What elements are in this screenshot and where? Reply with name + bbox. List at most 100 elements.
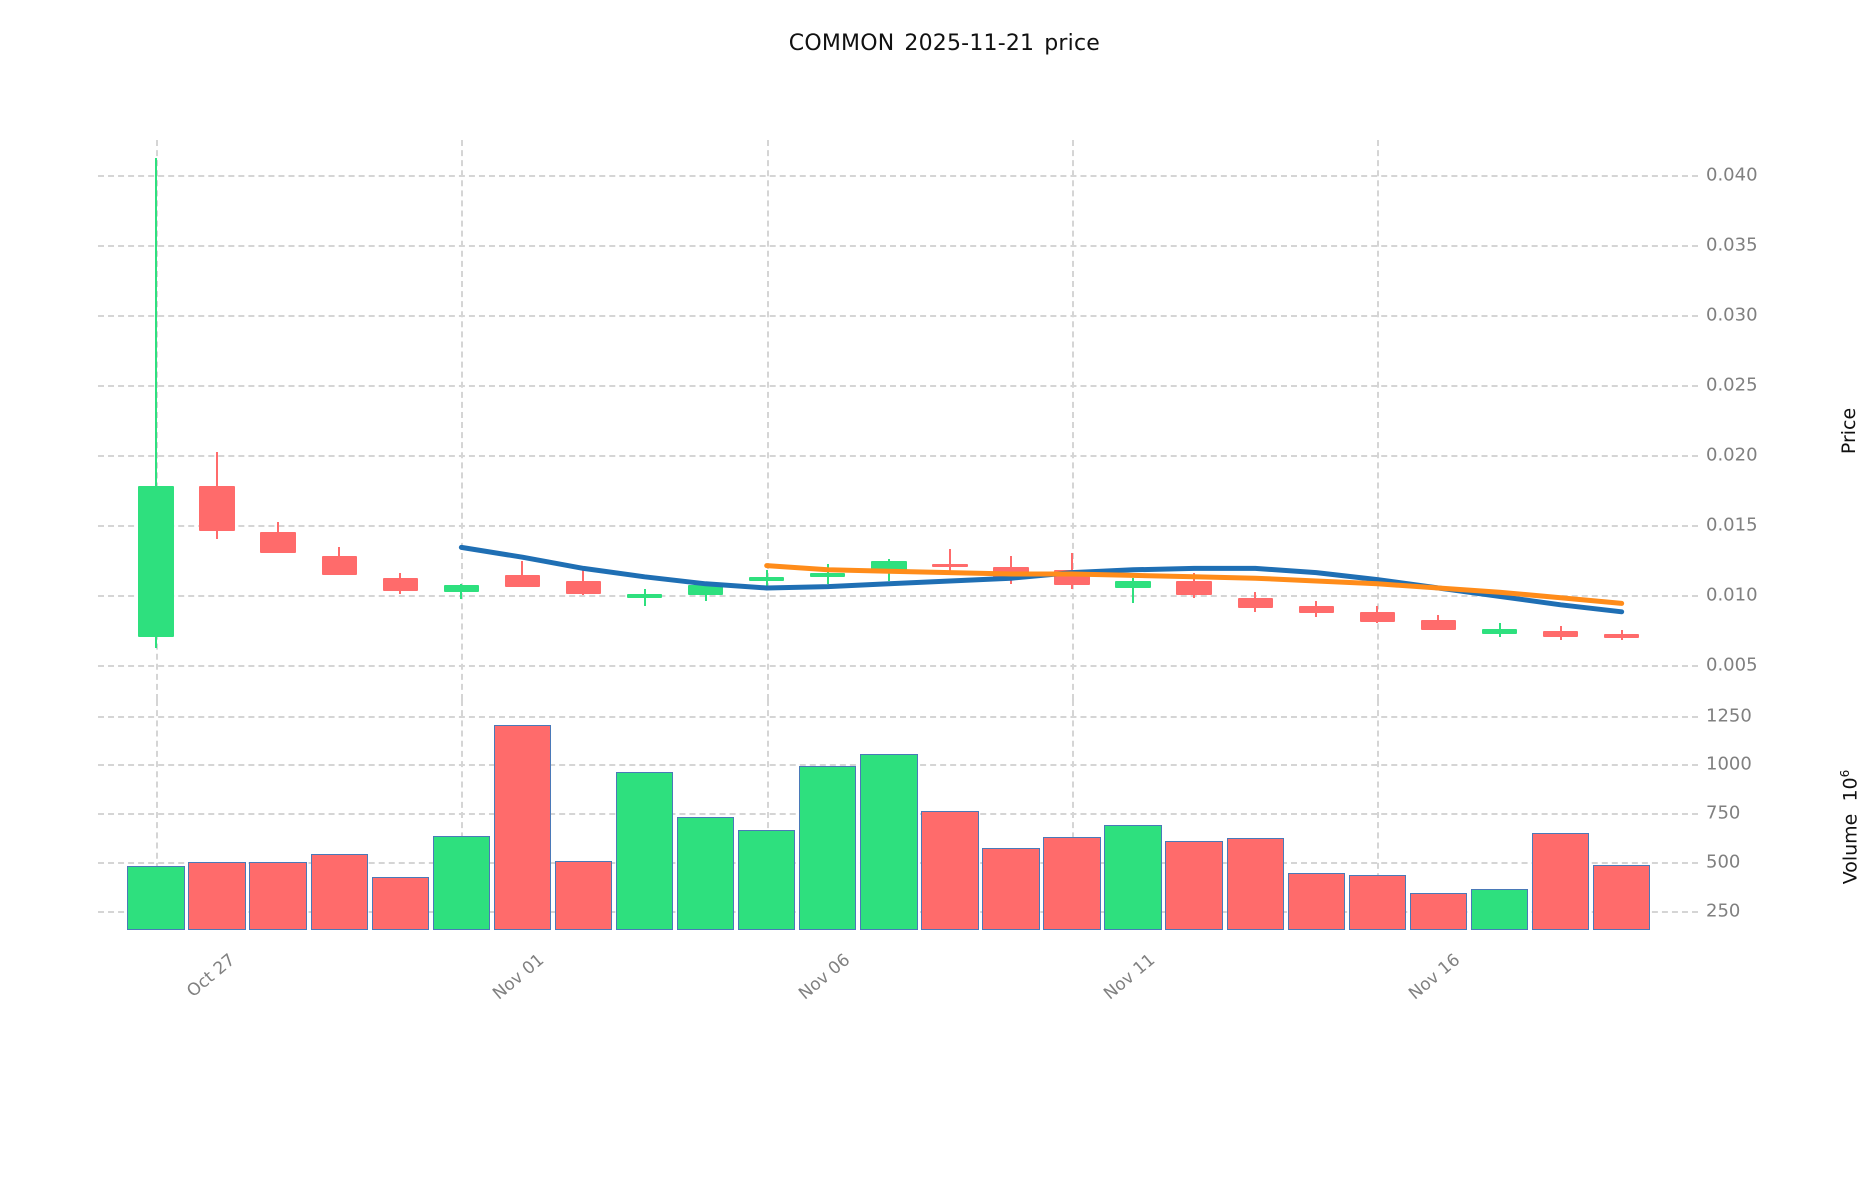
volume-bar[interactable] [982,848,1040,930]
candlestick[interactable] [1115,140,1151,700]
candlestick-body [1237,597,1273,608]
candlestick[interactable] [1603,140,1640,700]
candlestick[interactable] [1298,140,1335,700]
volume-bar[interactable] [921,811,979,930]
volume-bar[interactable] [371,877,429,930]
candlestick-wick [948,548,951,573]
candlestick-body [382,578,418,591]
candlestick-body [260,532,296,553]
x-axis-tick: Nov 01 [489,950,549,1005]
candlestick[interactable] [443,140,480,700]
volume-bar[interactable] [799,766,857,930]
volume-axis-tick: 1000 [1706,753,1752,775]
volume-bar[interactable] [554,860,613,930]
volume-axis-exponent-power: 6 [1838,769,1852,777]
candlestick[interactable] [504,140,541,700]
volume-bar[interactable] [1165,841,1223,930]
candlestick-wick [155,158,157,649]
candlestick-body [932,564,968,567]
volume-bar[interactable] [1470,889,1529,930]
title-date: 2025-11-21 [904,31,1035,56]
moving-average-overlay [458,544,1625,615]
x-axis-tick: Nov 06 [794,950,854,1005]
volume-bar[interactable] [493,725,552,930]
candlestick-body [443,585,480,593]
candlestick[interactable] [138,140,174,700]
price-axis-tick: 0.020 [1706,444,1758,466]
volume-bar[interactable] [1226,838,1284,930]
candlestick[interactable] [1176,140,1212,700]
candlestick[interactable] [1542,140,1579,700]
volume-bar[interactable] [1043,837,1101,930]
price-axis-tick: 0.005 [1706,654,1758,676]
volume-bar[interactable] [1104,824,1162,930]
candlestick-body [1542,631,1579,637]
volume-panel [98,700,1698,930]
volume-axis-tick: 750 [1706,802,1741,824]
volume-bar[interactable] [1592,864,1651,930]
volume-bar[interactable] [127,865,185,930]
volume-bar[interactable] [1348,875,1407,930]
candlestick-body [1115,581,1151,588]
candlestick[interactable] [565,140,602,700]
volume-axis-label-text: Volume [1839,813,1860,884]
volume-axis-tick: 500 [1706,851,1741,873]
candlestick[interactable] [1237,140,1273,700]
x-axis-tick: Nov 16 [1405,950,1465,1005]
candlestick[interactable] [626,140,663,700]
candlestick-body [871,561,907,572]
candlestick-body [138,485,174,637]
volume-bar[interactable] [615,772,674,930]
volume-axis-tick: 1250 [1706,705,1752,727]
title-metric: price [1044,31,1101,56]
volume-bar[interactable] [738,829,796,930]
volume-bar[interactable] [432,836,491,930]
candlestick[interactable] [199,140,235,700]
candlestick[interactable] [1359,140,1396,700]
price-axis-tick: 0.030 [1706,304,1758,326]
ma-line-ma-long [764,563,1625,606]
candlestick-body [626,593,663,598]
volume-bar[interactable] [1531,832,1590,930]
candlestick-body [1603,634,1640,639]
volume-bar[interactable] [249,862,307,930]
price-axis-tick: 0.025 [1706,374,1758,396]
candlestick[interactable] [1420,140,1457,700]
candlestick[interactable] [810,140,846,700]
volume-axis-tick: 250 [1706,900,1741,921]
candlestick-body [1298,606,1335,614]
volume-bar[interactable] [188,861,246,930]
volume-bar[interactable] [1409,892,1468,930]
candlestick[interactable] [687,140,724,700]
volume-gridline [98,715,1698,718]
candlestick[interactable] [321,140,357,700]
candlestick-body [748,576,785,581]
candlestick[interactable] [382,140,418,700]
ma-line-ma-short [458,544,1625,615]
candlestick-wick [1132,578,1135,604]
volume-bar[interactable] [310,853,368,930]
price-axis-tick: 0.035 [1706,234,1758,256]
title-symbol: COMMON [788,31,895,56]
volume-axis-label: Volume 106 [1838,769,1860,884]
volume-bar[interactable] [676,816,735,930]
candlestick[interactable] [932,140,968,700]
candlestick-wick [521,561,524,587]
price-axis-label: Price [1838,408,1860,455]
volume-bar[interactable] [1287,872,1345,930]
candlestick[interactable] [1481,140,1518,700]
candlestick[interactable] [260,140,296,700]
candlestick-body [199,485,235,531]
candlestick-wick [643,589,646,607]
volume-bar[interactable] [860,753,918,930]
candlestick-body [810,572,846,577]
price-axis-tick: 0.040 [1706,164,1758,186]
price-panel [98,140,1698,700]
candlestick[interactable] [748,140,785,700]
candlestick-body [1176,581,1212,595]
candlestick-body [565,581,602,594]
candlestick-body [687,585,724,595]
price-axis-tick: 0.010 [1706,584,1758,606]
volume-axis-exponent-base: 10 [1839,776,1860,802]
